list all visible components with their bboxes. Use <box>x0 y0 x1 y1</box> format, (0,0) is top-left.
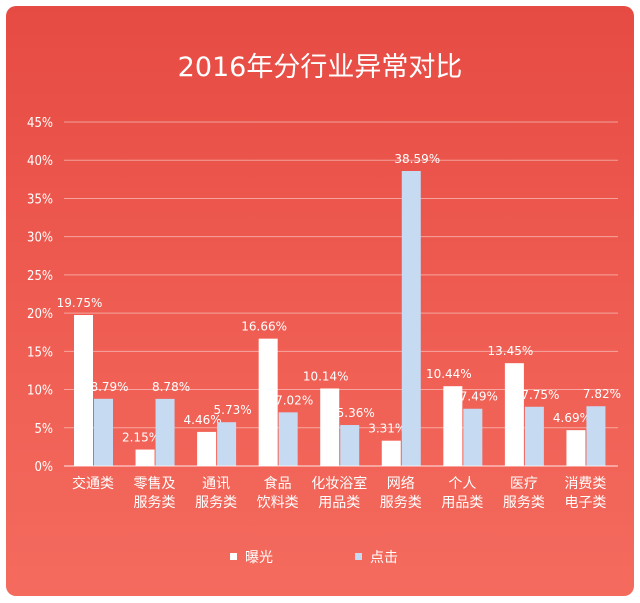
data-label: 7.49% <box>460 390 498 404</box>
bar-exposure <box>566 430 586 466</box>
category-label: 电子类 <box>564 495 606 511</box>
bar-click <box>340 425 360 466</box>
bar-click <box>463 408 483 466</box>
data-label: 19.75% <box>57 296 103 310</box>
category-label: 网络 <box>387 476 415 492</box>
category-label: 用品类 <box>441 495 483 511</box>
legend-label: 曝光 <box>245 550 273 566</box>
data-label: 10.14% <box>303 369 349 383</box>
data-label: 8.79% <box>90 380 128 394</box>
chart-title: 2016年分行业异常对比 <box>178 52 463 83</box>
bar-exposure <box>504 363 524 466</box>
data-label: 4.46% <box>184 413 222 427</box>
category-label: 交通类 <box>72 475 114 492</box>
bar-click <box>217 422 237 466</box>
y-tick-label: 0% <box>34 460 53 475</box>
category-label: 食品 <box>264 475 292 492</box>
y-tick-label: 35% <box>27 192 53 207</box>
chart-card: 2016年分行业异常对比 0% 5% 10% 15% 20% 25% 30% 35% 40% 45%… <box>6 6 634 596</box>
data-label: 5.73% <box>214 403 252 417</box>
bar-exposure <box>381 440 401 466</box>
category-label: 消费类 <box>564 476 606 492</box>
bar-exposure <box>135 449 155 466</box>
data-label: 16.66% <box>241 320 287 334</box>
bar-exposure <box>197 431 217 466</box>
y-tick-label: 5% <box>34 422 53 437</box>
data-label: 13.45% <box>488 344 534 358</box>
y-tick-label: 25% <box>27 269 53 284</box>
bar-click <box>586 406 606 466</box>
category-label: 用品类 <box>318 495 360 511</box>
category-label: 服务类 <box>134 495 176 511</box>
y-tick-label: 40% <box>27 154 53 169</box>
bar-exposure <box>443 386 463 466</box>
y-tick-label: 20% <box>27 307 53 322</box>
y-tick-label: 15% <box>27 345 53 360</box>
data-label: 3.31% <box>368 422 406 436</box>
category-label: 服务类 <box>380 495 422 511</box>
bar-chart: 2016年分行业异常对比 0% 5% 10% 15% 20% 25% 30% 35% 40% 45%… <box>27 52 621 566</box>
category-label: 服务类 <box>195 495 237 511</box>
legend-swatch-exposure <box>230 553 237 560</box>
category-label: 服务类 <box>503 495 545 511</box>
category-label: 零售及 <box>134 476 176 492</box>
category-label: 饮料类 <box>257 495 299 511</box>
category-label: 化妆浴室 <box>311 475 367 492</box>
legend-label: 点击 <box>370 550 398 566</box>
legend-swatch-click <box>355 553 362 560</box>
data-label: 4.69% <box>553 411 591 425</box>
data-label: 7.82% <box>583 387 621 401</box>
data-label: 10.44% <box>426 367 472 381</box>
bar-click <box>401 171 421 466</box>
bar-click <box>524 406 544 466</box>
y-tick-label: 30% <box>27 231 53 246</box>
data-label: 8.78% <box>152 380 190 394</box>
data-label: 5.36% <box>337 406 375 420</box>
bar-click <box>94 398 113 466</box>
data-label: 2.15% <box>122 431 160 445</box>
data-label: 38.59% <box>394 152 440 166</box>
bar-exposure <box>74 315 93 466</box>
bar-click <box>278 412 298 466</box>
bar-click <box>155 398 175 466</box>
bar-exposure <box>258 338 278 466</box>
data-label: 7.75% <box>521 388 559 402</box>
category-label: 个人 <box>448 476 476 492</box>
y-tick-label: 45% <box>27 116 53 131</box>
data-label: 7.02% <box>275 393 313 407</box>
category-label: 医疗 <box>510 476 538 492</box>
bar-exposure <box>320 388 340 466</box>
y-tick-label: 10% <box>27 384 53 399</box>
category-label: 通讯 <box>202 476 230 492</box>
